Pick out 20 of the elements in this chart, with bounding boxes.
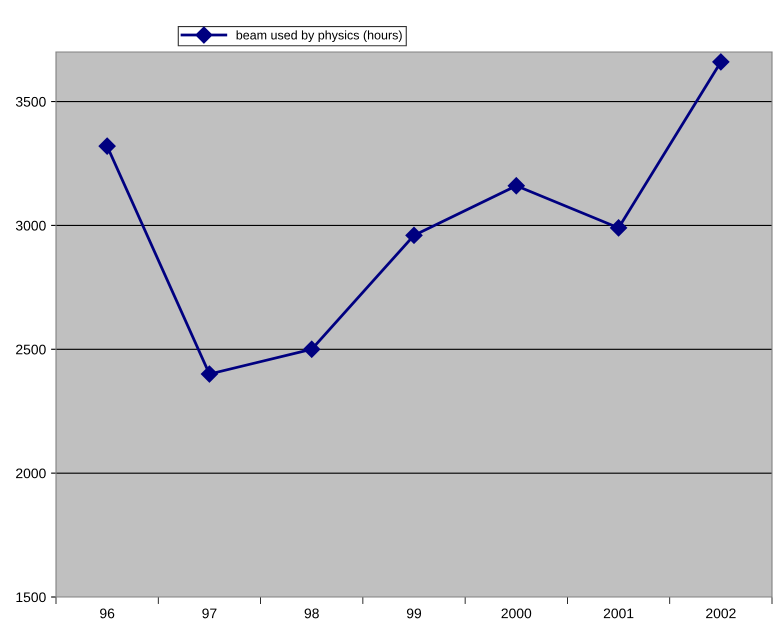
point	[405, 226, 423, 244]
x-tick-label: 96	[100, 608, 114, 618]
y-tick-label: 3000	[16, 220, 46, 231]
x-tick-label: 98	[304, 608, 319, 618]
x-tick-label: 97	[202, 608, 216, 618]
y-tick-label: 3500	[16, 96, 46, 107]
point	[98, 138, 116, 155]
point	[508, 177, 525, 194]
legend-label: beam used by physics (hours)	[236, 30, 402, 42]
y-tick-label: 1500	[16, 592, 46, 602]
point	[200, 365, 218, 383]
point	[712, 53, 730, 70]
x-tick-label: 99	[406, 608, 422, 618]
point	[610, 219, 628, 236]
x-tick-label: 2002	[706, 608, 736, 618]
y-tick-label: 2000	[16, 468, 46, 478]
x-tick-label: 2000	[502, 608, 532, 618]
y-tick-label: 2500	[16, 344, 46, 354]
point	[303, 340, 320, 358]
x-tick-label: 2001	[604, 608, 634, 618]
